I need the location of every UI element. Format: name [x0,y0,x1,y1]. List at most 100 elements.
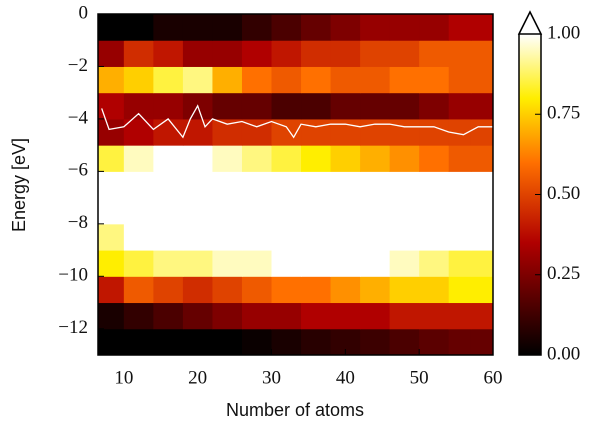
heatmap-cell [123,92,154,120]
heatmap-cell [301,118,332,146]
colorbar-tick-label: 0.75 [547,103,580,124]
heatmap-cell [182,40,213,67]
heatmap-cell [448,145,472,172]
heatmap-cell [448,302,472,330]
heatmap-cell [389,14,420,41]
plot-area [98,14,494,356]
heatmap-cell [448,92,472,120]
heatmap-cell [330,14,361,41]
y-axis-label: Energy [eV] [9,138,29,232]
heatmap-cell [123,302,154,330]
heatmap-cell [271,328,302,356]
heatmap-cell [241,92,273,120]
heatmap-cell [389,40,420,67]
heatmap-cell [419,92,450,120]
heatmap-cell [123,14,154,41]
heatmap-cell [301,302,332,330]
heatmap-cell [182,197,213,225]
heatmap-cell [389,223,420,251]
heatmap-cell [360,66,391,94]
heatmap-cell [153,328,184,356]
x-tick-label: 20 [188,367,207,388]
heatmap-cell [241,223,273,251]
heatmap-cell [330,145,361,172]
heatmap-cell [470,276,494,304]
heatmap-cell [271,276,302,304]
heatmap-cell [212,302,243,330]
heatmap-cell [212,171,243,199]
heatmap-cell [241,40,273,67]
heatmap-cell [389,92,420,120]
heatmap-cell [123,66,154,94]
heatmap-cell [212,250,243,277]
heatmap-cell [98,40,125,67]
heatmap-cell [448,40,472,67]
heatmap-cell [470,14,494,41]
heatmap-cell [301,197,332,225]
colorbar-extend [517,10,543,35]
x-tick-label: 10 [114,367,133,388]
heatmap-cell [182,171,213,199]
heatmap-cell [330,276,361,304]
heatmap-cell [470,40,494,67]
heatmap-cell [98,197,125,225]
heatmap-cell [301,66,332,94]
heatmap-cell [301,171,332,199]
x-tick-label: 60 [484,367,503,388]
heatmap-cell [470,328,494,356]
heatmap-cell [241,14,273,41]
heatmap-cell [389,276,420,304]
x-tick-label: 50 [410,367,429,388]
heatmap-cell [470,250,494,277]
heatmap-cell [330,302,361,330]
heatmap-cell [271,197,302,225]
heatmap-cell [389,66,420,94]
heatmap-cell [301,14,332,41]
heatmap-cell [360,171,391,199]
heatmap-cell [212,197,243,225]
heatmap-cell [389,250,420,277]
heatmap-cell [301,145,332,172]
heatmap-cell [212,118,243,146]
heatmap-cell [360,92,391,120]
heatmap-cell [419,223,450,251]
heatmap-cell [153,66,184,94]
heatmap-cell [271,66,302,94]
heatmap-cell [241,328,273,356]
heatmap-cell [330,223,361,251]
heatmap-cell [389,118,420,146]
y-tick-label: −4 [68,107,89,128]
heatmap-cell [448,14,472,41]
heatmap-cell [448,276,472,304]
heatmap-cell [123,40,154,67]
heatmap-cell [212,66,243,94]
heatmap-cell [123,276,154,304]
y-tick-label: −6 [68,160,88,181]
heatmap-cell [212,92,243,120]
heatmap-cell [123,171,154,199]
heatmap-cell [360,197,391,225]
heatmap-cell [419,197,450,225]
heatmap-cell [123,250,154,277]
heatmap-cell [271,171,302,199]
heatmap-cell [301,250,332,277]
heatmap-cell [330,92,361,120]
heatmap-cell [153,171,184,199]
heatmap-cell [153,276,184,304]
heatmap-cell [153,302,184,330]
heatmap-cell [212,328,243,356]
heatmap-cell [448,66,472,94]
heatmap-cell [123,328,154,356]
heatmap-cell [123,145,154,172]
y-tick-label: −8 [68,212,88,233]
heatmap-cell [271,145,302,172]
heatmap-cell [98,250,125,277]
heatmap-cell [98,66,125,94]
heatmap-cell [98,118,125,146]
heatmap-cell [360,223,391,251]
heatmap-cell [470,223,494,251]
heatmap-cell [98,14,125,41]
heatmap-cell [123,118,154,146]
heatmap-cell [301,40,332,67]
